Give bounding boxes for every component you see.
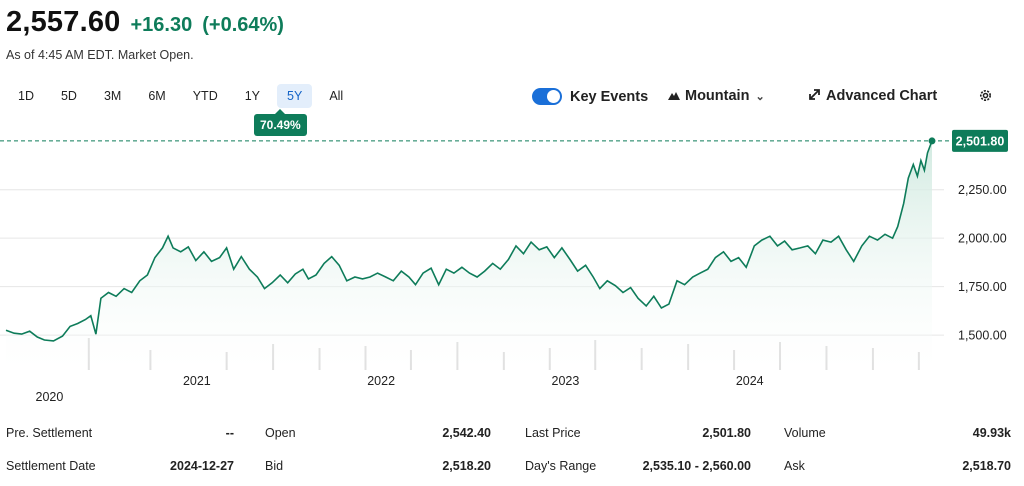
mountain-icon <box>668 89 680 103</box>
toggle-switch-icon[interactable] <box>532 88 562 105</box>
range-5y[interactable]: 5Y <box>277 84 313 108</box>
price-area-fill <box>6 140 932 370</box>
y-tick-label: 1,750.00 <box>958 280 1007 294</box>
stat-label: Bid <box>265 459 284 473</box>
key-events-toggle[interactable]: Key Events <box>532 88 648 105</box>
stat-label: Last Price <box>525 426 581 440</box>
stat-value: 2,518.20 <box>442 459 491 473</box>
stat-label: Day's Range <box>525 459 597 473</box>
gear-icon[interactable] <box>978 88 993 107</box>
last-price-marker <box>928 137 936 145</box>
chart-type-label: Mountain <box>685 88 750 104</box>
stat-value: -- <box>225 426 234 440</box>
range-1d[interactable]: 1D <box>18 89 34 103</box>
x-tick-label: 2022 <box>367 374 395 388</box>
last-price-badge: 2,501.80 <box>952 129 1008 152</box>
x-tick-label: 2021 <box>183 374 211 388</box>
range-selector: 1D 5D 3M 6M YTD 1Y 5Y All <box>8 84 360 108</box>
stat-label: Volume <box>784 426 826 440</box>
expand-icon <box>808 88 821 104</box>
stat-value: 2,501.80 <box>702 426 751 440</box>
price-line <box>5 140 933 342</box>
range-ytd[interactable]: YTD <box>192 89 218 103</box>
stat-value: 2,518.70 <box>962 459 1011 473</box>
stat-value: 2,542.40 <box>442 426 491 440</box>
x-tick-label: 2020 <box>36 390 64 404</box>
last-price: 2,557.60 <box>6 6 121 38</box>
stat-value: 2,535.10 - 2,560.00 <box>642 459 751 473</box>
range-all[interactable]: All <box>329 89 344 103</box>
stat-value: 49.93k <box>972 426 1011 440</box>
last-price-badge-label: 2,501.80 <box>956 134 1005 148</box>
x-tick-label: 2023 <box>552 374 580 388</box>
stat-label: Pre. Settlement <box>6 426 93 440</box>
chart-type-dropdown[interactable]: Mountain ⌄ <box>668 88 765 104</box>
chevron-down-icon: ⌄ <box>755 90 765 103</box>
price-chart[interactable]: 2,501.80 1,500.00 1,750.00 2,000.00 2,250.0… <box>0 118 1024 418</box>
y-tick-label: 2,250.00 <box>958 183 1007 197</box>
range-3m[interactable]: 3M <box>103 89 122 103</box>
advanced-chart-label: Advanced Chart <box>826 88 938 104</box>
quote-header: 2,557.60 +16.30 (+0.64%) <box>6 6 284 39</box>
y-tick-label: 1,500.00 <box>958 329 1007 343</box>
price-change: +16.30 <box>130 14 193 36</box>
range-5d[interactable]: 5D <box>60 89 77 103</box>
stat-label: Settlement Date <box>6 459 96 473</box>
range-6m[interactable]: 6M <box>148 89 166 103</box>
key-events-label: Key Events <box>570 88 649 105</box>
x-tick-label: 2024 <box>736 374 764 388</box>
stat-label: Ask <box>784 459 805 473</box>
price-change-percent: (+0.64%) <box>202 14 284 36</box>
advanced-chart-button[interactable]: Advanced Chart <box>808 88 937 104</box>
stat-label: Open <box>265 426 296 440</box>
range-1y[interactable]: 1Y <box>244 89 261 103</box>
chart-settings-button[interactable] <box>978 88 993 107</box>
y-tick-label: 2,000.00 <box>958 232 1007 246</box>
stat-value: 2024-12-27 <box>170 459 234 473</box>
period-change-badge: 70.49% <box>254 109 307 136</box>
market-status: As of 4:45 AM EDT. Market Open. <box>6 48 194 62</box>
